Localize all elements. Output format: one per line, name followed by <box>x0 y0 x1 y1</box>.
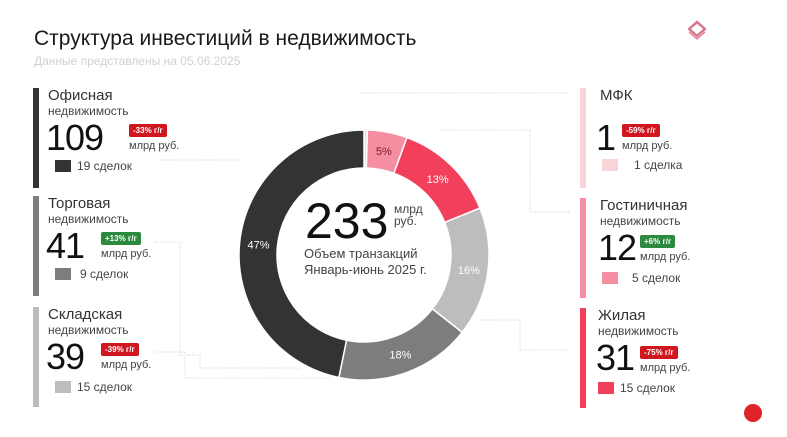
page-title: Структура инвестиций в недвижимость <box>34 27 417 50</box>
card-unit: млрд руб. <box>622 140 673 152</box>
ibc-logo <box>688 20 768 54</box>
deals-count: 1 сделка <box>634 158 683 172</box>
yoy-badge: +6% г/г <box>640 235 676 248</box>
card-hotel: Гостиничная недвижимость 12 +6% г/г млрд… <box>580 198 760 298</box>
card-mfk: МФК 1 -59% г/г млрд руб. 1 сделка <box>580 88 760 188</box>
deals-count: 5 сделок <box>632 271 681 285</box>
deals-count: 15 сделок <box>620 381 676 395</box>
total-period: Январь-июнь 2025 г. <box>304 262 427 277</box>
legend-swatch <box>55 268 71 280</box>
total-value: 233 <box>305 193 389 249</box>
card-title: МФК <box>600 87 633 104</box>
card-title: Складская <box>48 306 123 323</box>
total-unit: млрд руб. <box>394 203 423 227</box>
deals-count: 15 сделок <box>77 380 133 394</box>
connector-lines <box>155 92 570 379</box>
yoy-badge: -39% г/г <box>101 343 139 356</box>
card-subtitle: недвижимость <box>48 104 129 118</box>
total-label: Объем транзакций <box>304 246 418 261</box>
card-value: 109 <box>46 117 104 158</box>
card-value: 41 <box>46 225 85 266</box>
legend-swatch <box>602 272 618 284</box>
card-value: 39 <box>46 336 85 377</box>
card-value: 31 <box>596 337 635 378</box>
card-warehouse: Складская недвижимость 39 -39% г/г млрд … <box>33 307 213 407</box>
donut-slice-4 <box>338 307 464 381</box>
card-title: Офисная <box>48 87 113 104</box>
card-unit: млрд руб. <box>129 140 180 152</box>
page-badge-icon <box>744 404 762 422</box>
legend-swatch <box>55 381 71 393</box>
yoy-badge: -59% г/г <box>622 124 660 137</box>
slice-label-5: 47% <box>248 239 270 251</box>
card-unit: млрд руб. <box>101 359 152 371</box>
legend-swatch <box>602 159 618 171</box>
card-title: Жилая <box>598 307 646 324</box>
slice-label-2: 13% <box>427 174 449 186</box>
card-retail: Торговая недвижимость 41 +13% г/г млрд р… <box>33 196 213 296</box>
slice-label-4: 18% <box>389 350 411 362</box>
card-unit: млрд руб. <box>101 248 152 260</box>
card-subtitle: недвижимость <box>48 323 129 337</box>
donut-slice-5 <box>238 129 365 379</box>
slice-label-1: 5% <box>376 146 392 158</box>
total-unit-line1: млрд <box>394 202 423 216</box>
yoy-badge: -75% г/г <box>640 346 678 359</box>
card-title: Гостиничная <box>600 197 688 214</box>
legend-swatch <box>55 160 71 172</box>
card-subtitle: недвижимость <box>600 214 681 228</box>
slice-label-3: 16% <box>458 265 480 277</box>
card-title: Торговая <box>48 195 111 212</box>
logo-diamond-icon <box>688 20 706 40</box>
card-office: Офисная недвижимость 109 -33% г/г млрд р… <box>33 88 213 188</box>
card-residential: Жилая недвижимость 31 -75% г/г млрд руб.… <box>580 308 760 408</box>
card-unit: млрд руб. <box>640 362 691 374</box>
yoy-badge: -33% г/г <box>129 124 167 137</box>
legend-swatch <box>598 382 614 394</box>
yoy-badge: +13% г/г <box>101 232 141 245</box>
deals-count: 9 сделок <box>80 267 129 281</box>
card-unit: млрд руб. <box>640 251 691 263</box>
deals-count: 19 сделок <box>77 159 133 173</box>
card-subtitle: недвижимость <box>48 212 129 226</box>
card-value: 12 <box>598 227 637 268</box>
page-subtitle: Данные представлены на 05.06.2025 <box>34 54 241 68</box>
card-subtitle: недвижимость <box>598 324 679 338</box>
card-value: 1 <box>596 117 616 158</box>
total-unit-line2: руб. <box>394 214 417 228</box>
